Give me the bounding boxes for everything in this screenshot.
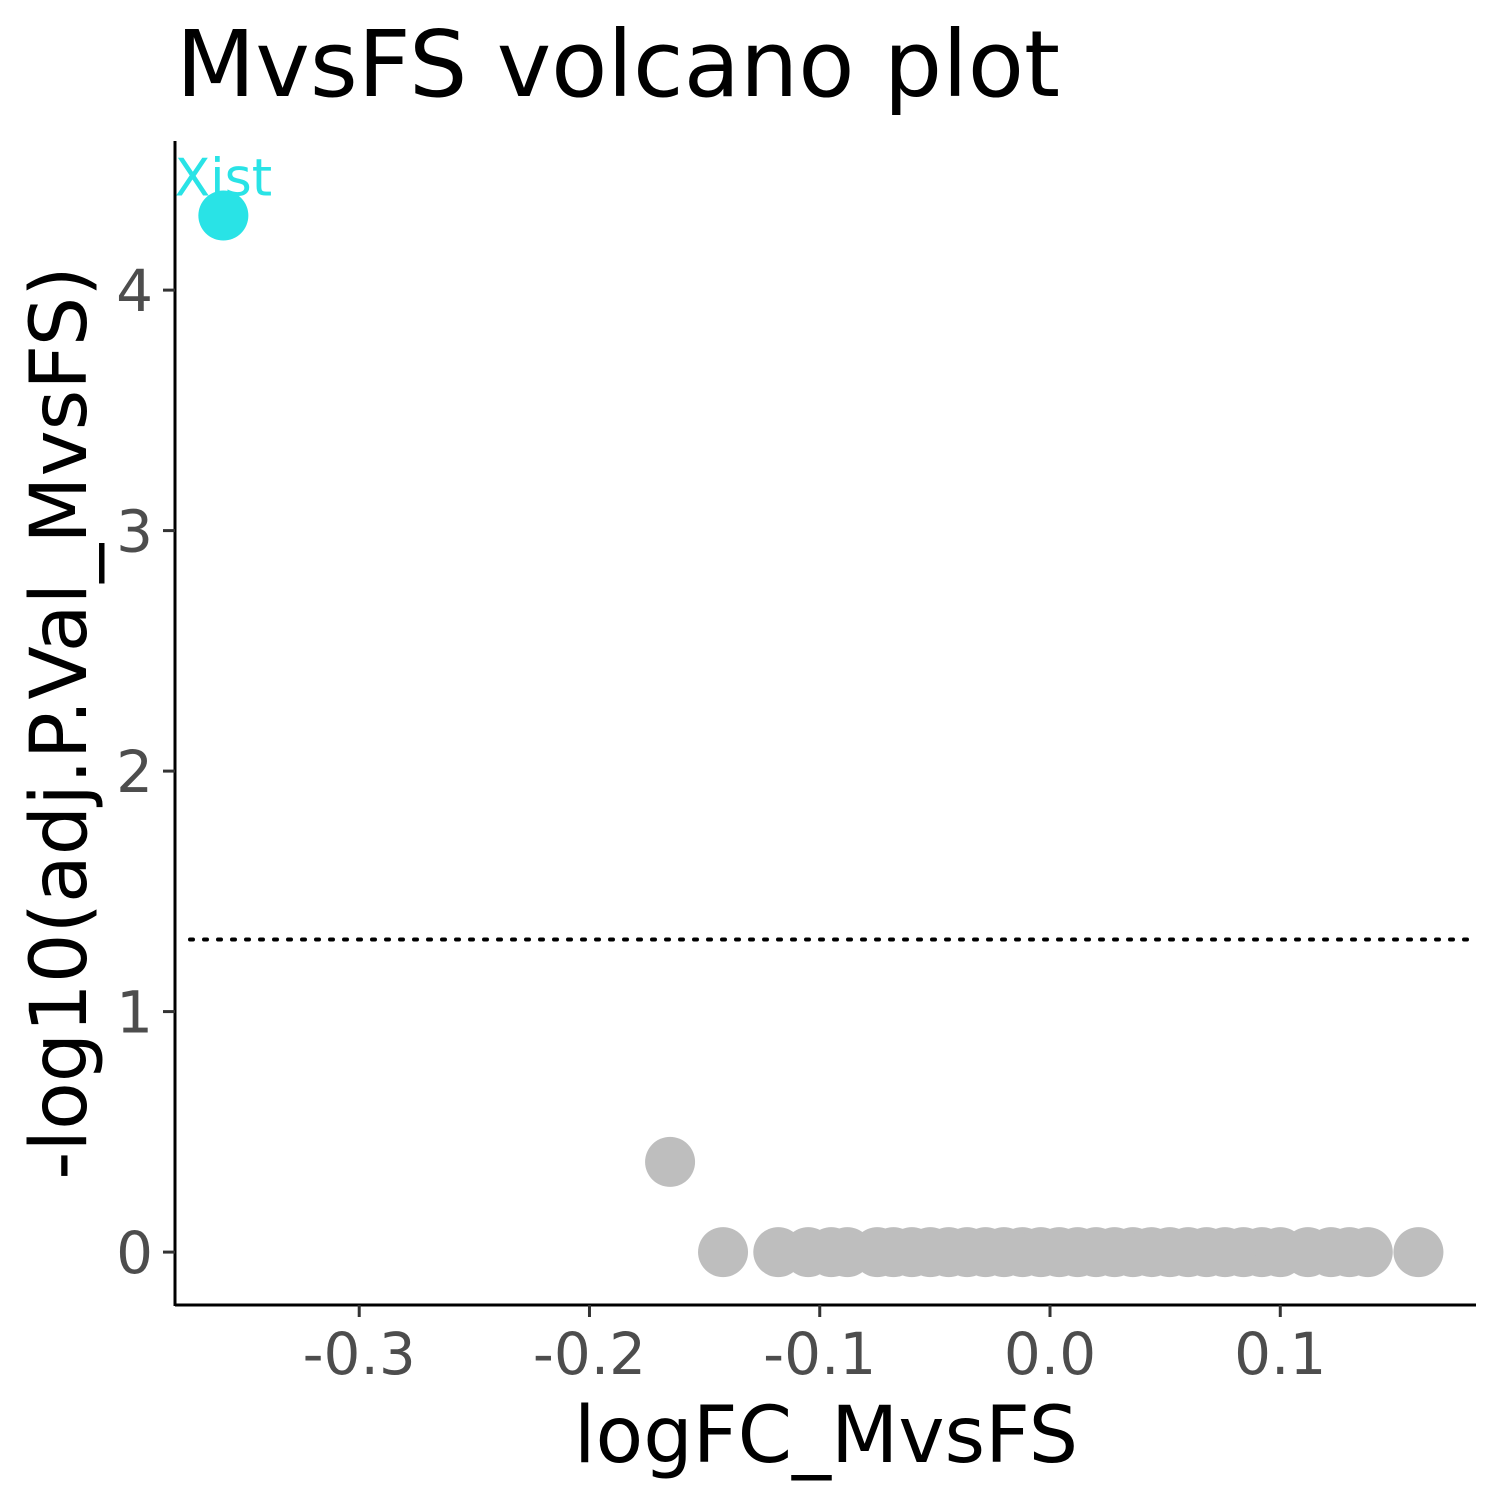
y-axis-title: -log10(adj.P.Val_MvsFS) (15, 266, 105, 1180)
data-point (698, 1227, 749, 1278)
data-point (645, 1136, 696, 1187)
x-tick-label: -0.1 (763, 1320, 876, 1388)
x-tick-label: -0.2 (533, 1320, 646, 1388)
x-tick-label: 0.0 (1004, 1320, 1096, 1388)
y-ticks: 0 1 2 3 4 (116, 257, 175, 1287)
data-point (1342, 1227, 1393, 1278)
point-label: Xist (175, 149, 273, 209)
x-tick-label: -0.3 (303, 1320, 416, 1388)
significant-point (198, 190, 249, 241)
y-tick-label: 0 (116, 1219, 153, 1287)
x-ticks: -0.3 -0.2 -0.1 0.0 0.1 (303, 1305, 1326, 1388)
axes: -0.3 -0.2 -0.1 0.0 0.1 0 1 2 3 4 (116, 141, 1476, 1388)
plot-area: Xist (175, 149, 1478, 1278)
y-tick-label: 2 (116, 738, 153, 806)
x-axis-title: logFC_MvsFS (574, 1391, 1078, 1481)
y-tick-label: 3 (116, 498, 153, 566)
chart-title: MvsFS volcano plot (176, 11, 1060, 118)
data-point (1393, 1227, 1444, 1278)
x-tick-label: 0.1 (1234, 1320, 1326, 1388)
y-tick-label: 4 (116, 257, 153, 325)
points-layer (198, 190, 1444, 1278)
y-tick-label: 1 (116, 979, 153, 1047)
point-labels-layer: Xist (175, 149, 273, 209)
